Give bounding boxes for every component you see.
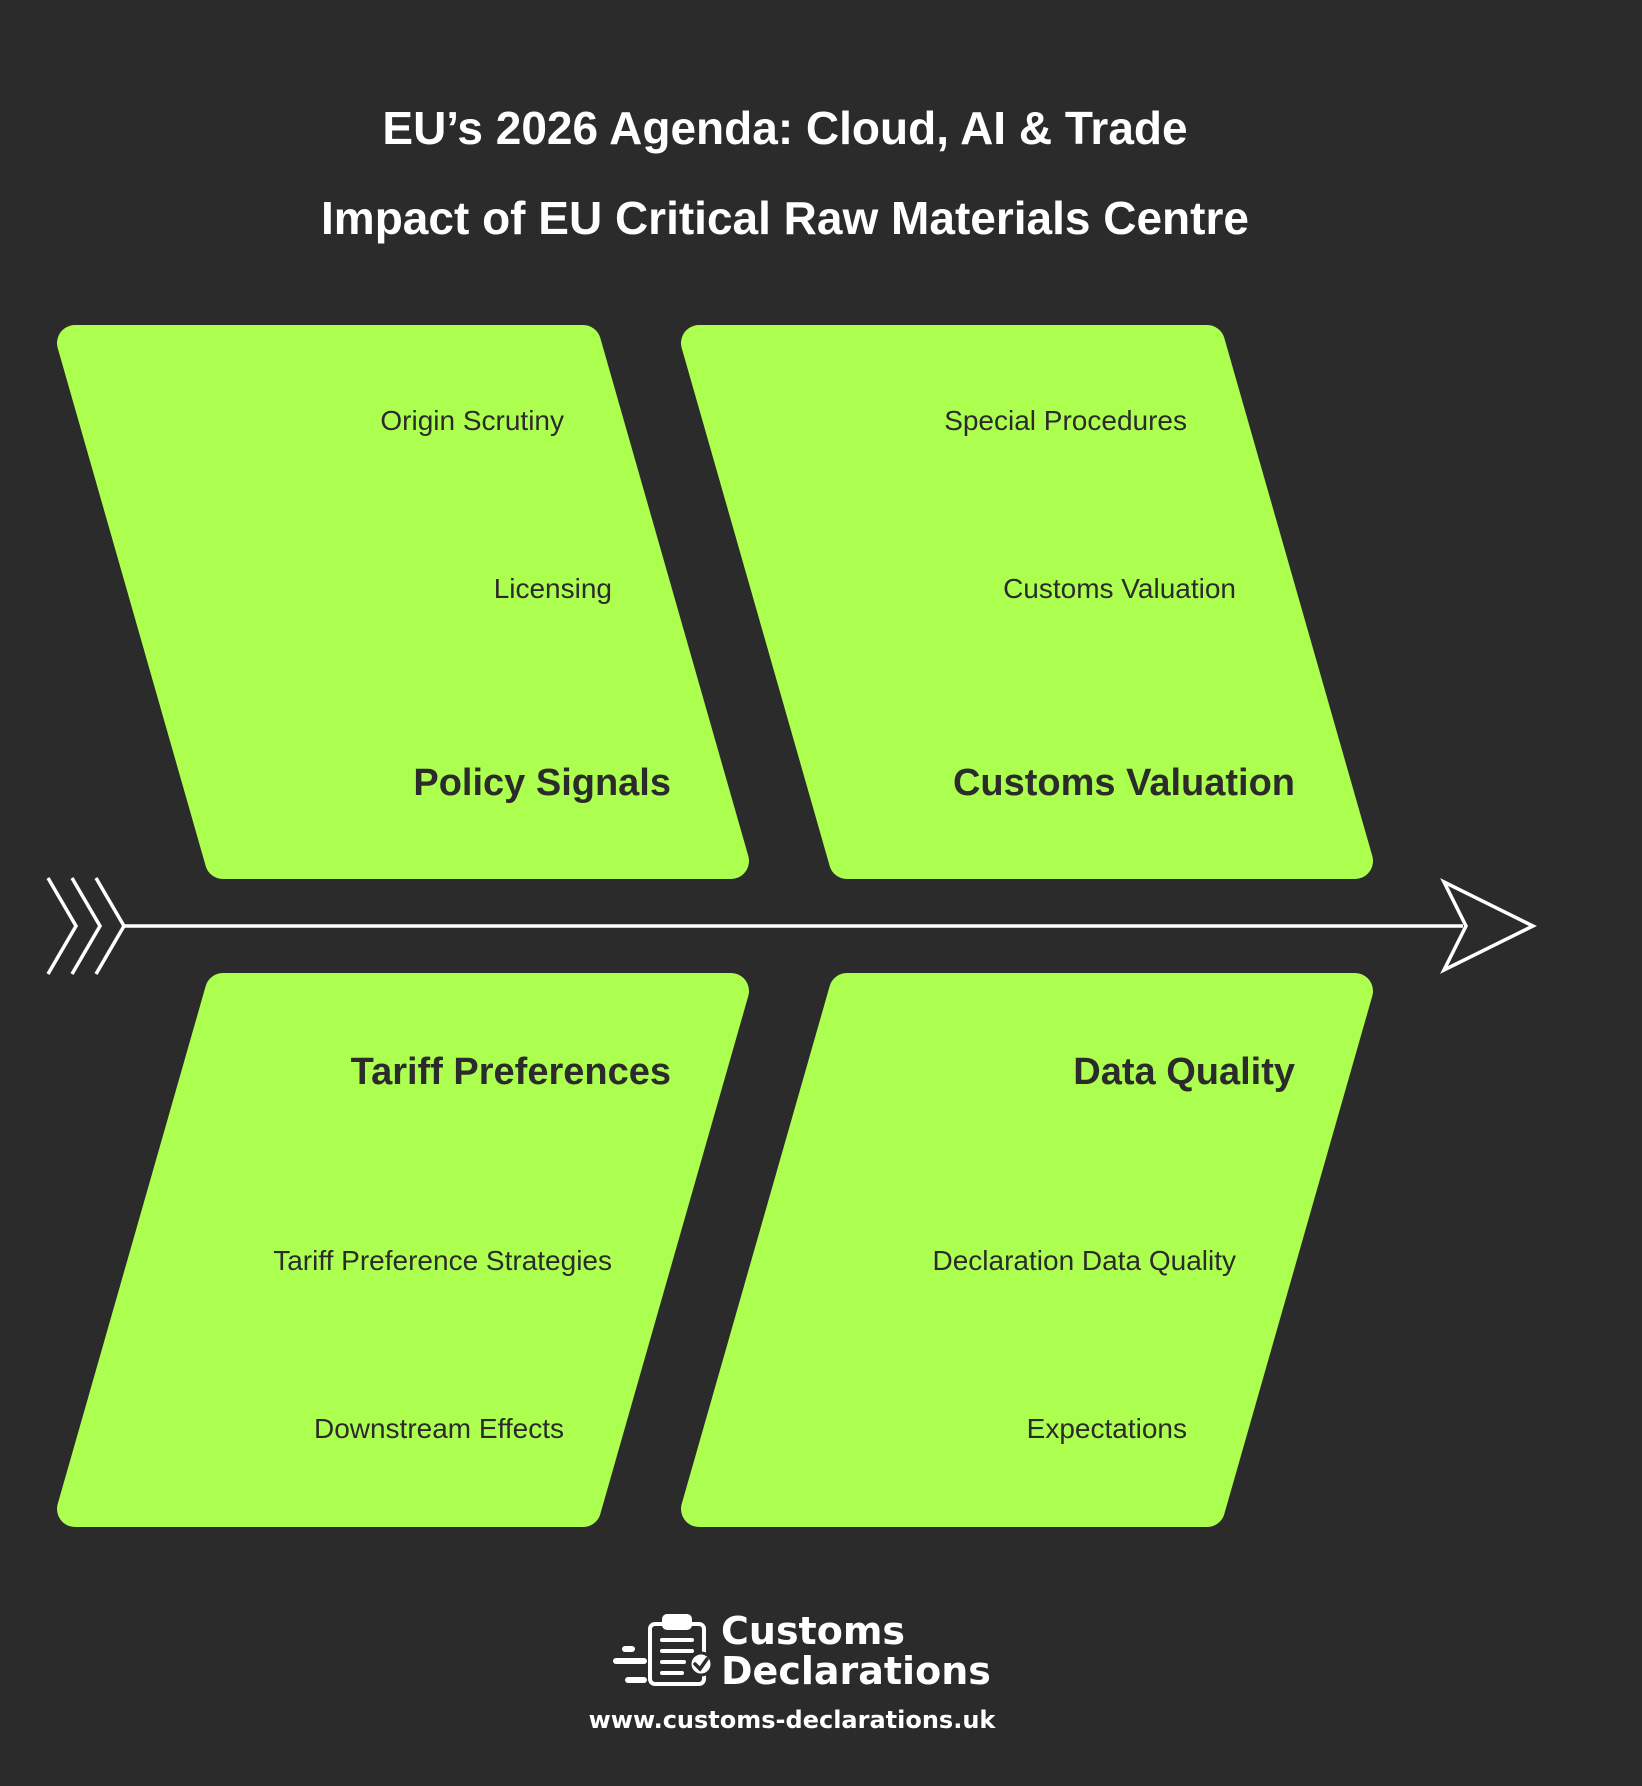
cause-item: Declaration Data Quality	[933, 1245, 1236, 1276]
tail-chevron	[94, 877, 127, 975]
cause-item: Tariff Preference Strategies	[273, 1245, 612, 1276]
brand-name-line2: Declarations	[721, 1649, 991, 1693]
category-heading: Tariff Preferences	[351, 1051, 671, 1093]
page-title: EU’s 2026 Agenda: Cloud, AI & Trade	[382, 102, 1187, 154]
cause-item: Licensing	[494, 573, 612, 604]
category-box	[681, 973, 1373, 1527]
tail-chevron	[46, 877, 79, 975]
category-heading: Customs Valuation	[953, 762, 1295, 804]
category-box	[57, 325, 749, 879]
category-heading: Data Quality	[1073, 1051, 1295, 1093]
cause-item: Customs Valuation	[1003, 573, 1236, 604]
spine-arrow	[46, 877, 1537, 975]
brand-logo: Customs Declarations	[613, 1609, 991, 1693]
category-policy-signals: Origin Scrutiny Licensing Policy Signals	[57, 325, 749, 879]
website-url: www.customs-declarations.uk	[589, 1706, 997, 1734]
category-tariff-preferences: Tariff Preferences Tariff Preference Str…	[57, 973, 749, 1527]
cause-item: Special Procedures	[944, 405, 1187, 436]
cause-item: Expectations	[1027, 1413, 1187, 1444]
category-box	[57, 973, 749, 1527]
arrow-head-icon	[1440, 878, 1537, 974]
cause-item: Origin Scrutiny	[380, 405, 564, 436]
brand-name-line1: Customs	[721, 1609, 905, 1653]
category-box	[681, 325, 1373, 879]
category-heading: Policy Signals	[413, 762, 671, 804]
tail-chevron	[70, 877, 103, 975]
page-subtitle: Impact of EU Critical Raw Materials Cent…	[321, 192, 1249, 244]
clipboard-check-icon	[613, 1614, 714, 1686]
cause-item: Downstream Effects	[314, 1413, 564, 1444]
category-data-quality: Data Quality Declaration Data Quality Ex…	[681, 973, 1373, 1527]
category-customs-valuation: Special Procedures Customs Valuation Cus…	[681, 325, 1373, 879]
